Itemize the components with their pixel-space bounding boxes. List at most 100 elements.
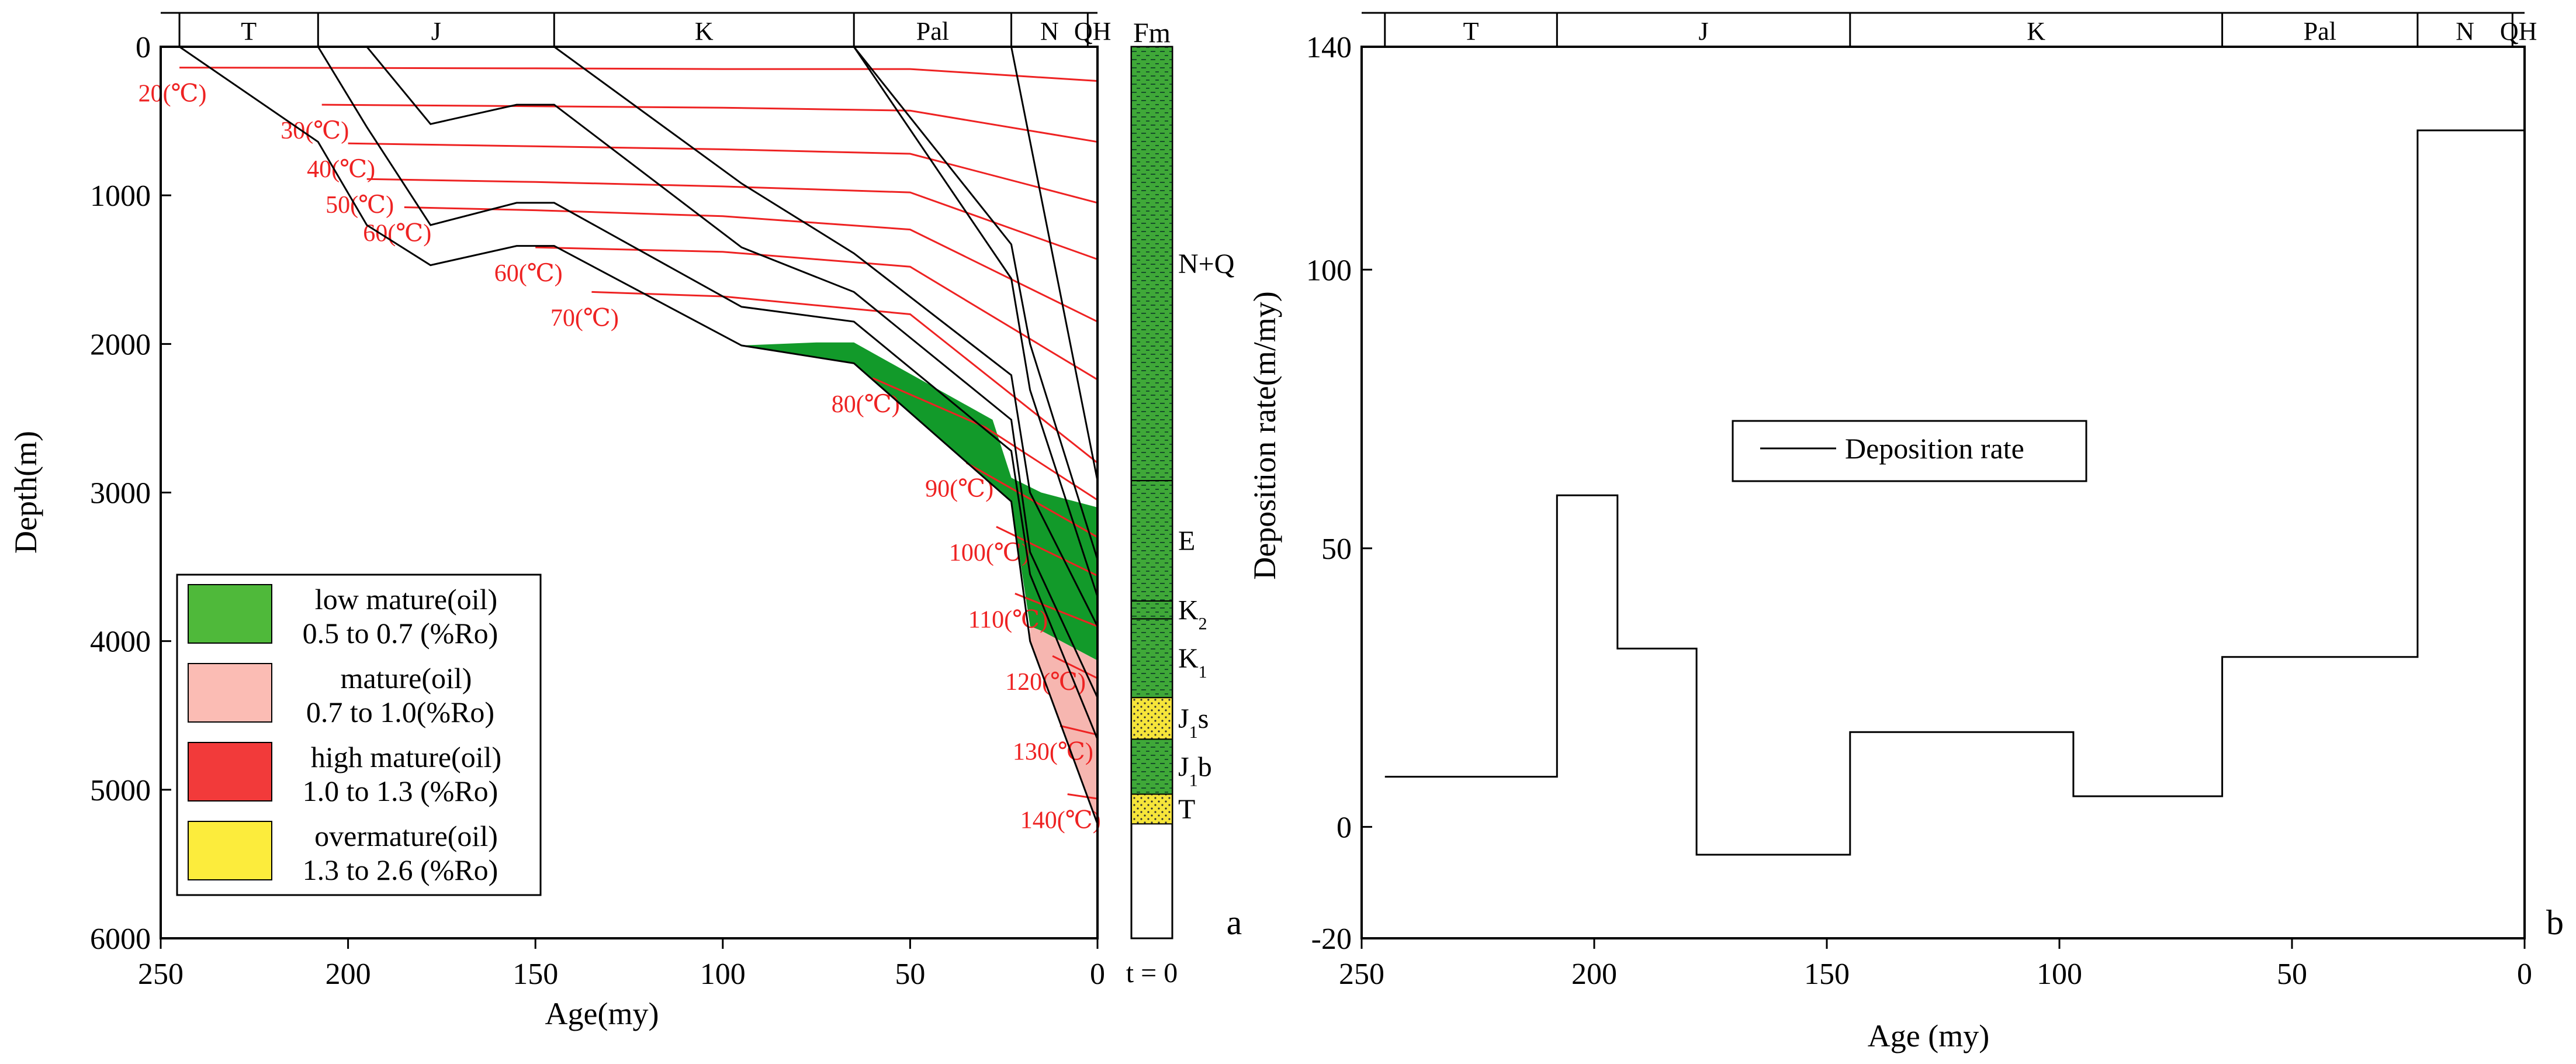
y-tick-label: 0 [1337,811,1352,844]
x-tick-label: 200 [326,958,371,991]
formation-label-main: N+Q [1178,248,1234,279]
burial-curve-e [853,46,1099,560]
formation-label-main: T [1178,794,1195,825]
formation-label-sub: 1 [1189,771,1198,790]
formation-label: J1s [1178,703,1209,742]
y-axis-title-a: Depth(m) [8,431,43,554]
formation-label: N+Q [1178,248,1234,279]
isotherm-label: 70(℃) [550,305,619,331]
period-label: Pal [916,17,949,46]
burial-curve-t [179,46,1099,824]
formation-unit [1131,46,1173,482]
deposition-rate-series [1384,129,2525,856]
x-tick-label: 0 [2517,958,2532,991]
rate-legend-label: Deposition rate [1845,432,2024,465]
maturity-zone-0 [741,342,1097,661]
period-label: N [1040,17,1059,46]
formation-unit [1131,480,1173,602]
x-tick-label: 250 [1339,958,1384,991]
legend-range: 1.3 to 2.6 (%Ro) [303,854,498,886]
legend-range: 0.7 to 1.0(%Ro) [306,696,494,728]
legend-swatch [188,663,272,723]
x-tick-label: 250 [138,958,183,991]
y-tick-label: 140 [1306,31,1352,64]
formation-label-sub: 2 [1199,614,1207,633]
formation-label: K2 [1178,595,1207,633]
formation-unit [1131,600,1173,620]
isotherm-line [872,377,1098,501]
x-tick-label: 200 [1571,958,1617,991]
formation-label: J1b [1178,751,1212,790]
formation-label: K1 [1178,643,1207,682]
y-axis-title-b: Deposition rate(m/my) [1247,291,1282,579]
formation-label-main: J [1178,703,1189,734]
formation-label-tail: b [1198,751,1212,782]
isotherm-line [366,178,1098,260]
isotherms: 20(℃)30(℃)40(℃)50(℃)60(℃)60(℃)70(℃)80(℃)… [139,67,1101,834]
period-label: Pal [2304,17,2336,46]
burial-curve-nq [1010,46,1099,481]
formation-unit [1131,697,1173,740]
period-label: K [2027,17,2045,46]
isotherm-line [348,142,1098,204]
formation-label: T [1178,794,1195,825]
x-tick-label: 100 [2037,958,2082,991]
isotherm-label: 90(℃) [925,476,993,503]
y-tick-label: 1000 [90,179,151,213]
rate-legend: Deposition rate [1732,420,2087,482]
period-label: J [1698,17,1708,46]
isotherm-label: 20(℃) [139,81,207,108]
period-label: QH [1074,17,1112,46]
x-axis-title-b: Age (my) [1868,1018,1989,1053]
isotherm-line [321,103,1098,143]
y-tick-label: 100 [1306,254,1352,287]
maturity-legend: low mature(oil)0.5 to 0.7 (%Ro) mature(oi… [176,574,542,896]
burial-history-chart: 20(℃)30(℃)40(℃)50(℃)60(℃)60(℃)70(℃)80(℃)… [8,12,1242,1031]
legend-swatch [188,742,272,802]
formation-unit [1131,618,1173,699]
y-tick-label: -20 [1311,923,1352,956]
x-tick-label: 50 [2277,958,2307,991]
burial-curve-k2 [853,46,1099,597]
legend-range: 0.5 to 0.7 (%Ro) [303,617,498,650]
maturity-zones [741,342,1097,824]
y-tick-label: 5000 [90,774,151,807]
period-label: T [241,17,257,46]
period-band-a: T J K Pal N QH [161,12,1112,47]
legend-swatch [188,584,272,644]
isotherm-line [591,291,1098,464]
deposition-rate-chart: T J K Pal N QH 250 200 150 100 50 0 -20 0 50 100 140 A… [1247,12,2564,1053]
y-tick-label: 4000 [90,626,151,659]
isotherm-label: 60(℃) [363,220,431,247]
formation-unit [1131,738,1173,795]
y-tick-label: 3000 [90,477,151,510]
formation-column-header: Fm [1133,18,1171,49]
isotherm-line [535,246,1098,381]
maturity-zone-1 [1030,626,1097,824]
isotherm-line [1067,793,1098,800]
legend-label: low mature(oil) [315,583,497,616]
y-axis-a: 0 1000 2000 3000 4000 5000 6000 [90,31,171,956]
y-tick-label: 2000 [90,328,151,361]
isotherm-label: 60(℃) [494,260,563,287]
legend-label: mature(oil) [341,662,472,695]
legend-label: high mature(oil) [311,741,501,773]
legend-label: overmature(oil) [314,820,498,852]
y-tick-label: 0 [136,31,151,64]
rate-legend-box [1732,420,2087,482]
isotherm-label: 140(℃) [1020,807,1101,834]
x-tick-label: 150 [1804,958,1850,991]
isotherm-label: 40(℃) [307,156,375,183]
panel-letter-a: a [1227,903,1242,942]
formation-label-main: E [1178,526,1195,557]
legend-swatch [188,821,272,880]
deposition-rate-line [1384,129,2525,856]
x-axis-b: 250 200 150 100 50 0 [1339,938,2532,991]
x-tick-label: 50 [895,958,925,991]
formation-unit [1131,793,1173,825]
period-label: J [431,17,441,46]
burial-curves [179,46,1099,824]
formation-label-main: J [1178,751,1189,782]
